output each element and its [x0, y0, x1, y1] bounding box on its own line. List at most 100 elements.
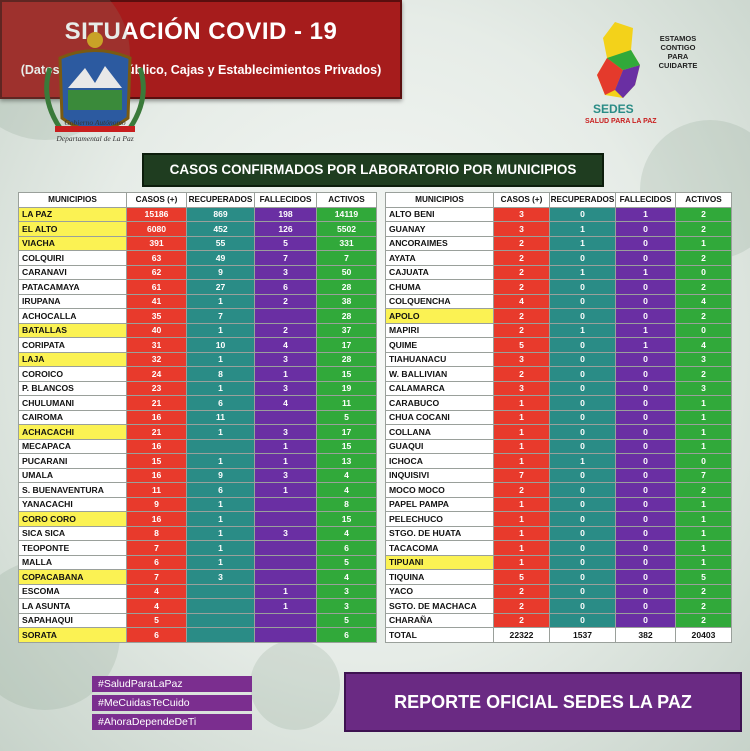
- municipality-name: QUIME: [385, 337, 494, 353]
- recovered-value: 0: [549, 250, 616, 266]
- table-row: STGO. DE HUATA 1 0 0 1: [385, 525, 732, 541]
- table-row: CARABUCO 1 0 0 1: [385, 395, 732, 411]
- table-row: CAIROMA 16 11 5: [18, 409, 377, 425]
- municipality-name: ACHACACHI: [18, 424, 127, 440]
- deceased-value: 0: [615, 308, 676, 324]
- recovered-value: 0: [549, 438, 616, 454]
- municipality-name: CAJUATA: [385, 264, 494, 280]
- recovered-value: 869: [186, 206, 255, 222]
- active-value: 331: [316, 235, 377, 251]
- recovered-value: 3: [186, 569, 255, 585]
- cases-value: 16: [126, 409, 187, 425]
- deceased-value: 0: [615, 525, 676, 541]
- brand-name: SEDES: [593, 102, 634, 116]
- municipality-name: COLLANA: [385, 424, 494, 440]
- sedes-logo: ESTAMOS CONTIGO PARA CUIDARTE SEDES SALU…: [585, 20, 705, 140]
- deceased-value: 0: [615, 540, 676, 556]
- deceased-value: 6: [254, 279, 317, 295]
- cases-value: 40: [126, 322, 187, 338]
- active-value: 6: [316, 540, 377, 556]
- deceased-value: 3: [254, 351, 317, 367]
- header-casos: CASOS (+): [493, 192, 550, 208]
- recovered-value: 1: [549, 264, 616, 280]
- active-value: 1: [675, 409, 732, 425]
- cases-value: 1: [493, 409, 550, 425]
- deceased-value: 0: [615, 380, 676, 396]
- recovered-value: 10: [186, 337, 255, 353]
- cases-value: 62: [126, 264, 187, 280]
- table-row: ALTO BENI 3 0 1 2: [385, 206, 732, 222]
- active-value: 19: [316, 380, 377, 396]
- active-value: 2: [675, 612, 732, 628]
- table-row: PATACAMAYA 61 27 6 28: [18, 279, 377, 295]
- left-municipality-table: MUNICIPIOS CASOS (+) RECUPERADOS FALLECI…: [18, 192, 377, 643]
- table-row: ICHOCA 1 1 0 0: [385, 453, 732, 469]
- recovered-value: 0: [549, 409, 616, 425]
- municipality-name: PUCARANI: [18, 453, 127, 469]
- table-row: TIQUINA 5 0 0 5: [385, 569, 732, 585]
- brand-subtitle: SALUD PARA LA PAZ: [585, 118, 657, 125]
- cases-value: 11: [126, 482, 187, 498]
- deceased-value: 1: [254, 583, 317, 599]
- active-value: 6: [316, 627, 377, 643]
- recovered-value: 0: [549, 351, 616, 367]
- municipality-name: TIAHUANACU: [385, 351, 494, 367]
- cases-value: 6080: [126, 221, 187, 237]
- municipality-name: VIACHA: [18, 235, 127, 251]
- table-row: ACHACACHI 21 1 3 17: [18, 424, 377, 440]
- total-label: TOTAL: [385, 627, 494, 643]
- header-activos: ACTIVOS: [675, 192, 732, 208]
- recovered-value: 0: [549, 279, 616, 295]
- recovered-value: 1: [186, 351, 255, 367]
- deceased-value: 2: [254, 322, 317, 338]
- recovered-value: 9: [186, 467, 255, 483]
- recovered-value: 1: [549, 221, 616, 237]
- cases-value: 2: [493, 482, 550, 498]
- municipality-name: PATACAMAYA: [18, 279, 127, 295]
- table-row: TEOPONTE 7 1 6: [18, 540, 377, 556]
- municipality-name: TIQUINA: [385, 569, 494, 585]
- total-deceased: 382: [615, 627, 676, 643]
- table-row: CAJUATA 2 1 1 0: [385, 264, 732, 280]
- municipality-name: CHUA COCANI: [385, 409, 494, 425]
- recovered-value: 0: [549, 206, 616, 222]
- table-row: COPACABANA 7 3 4: [18, 569, 377, 585]
- table-row: CARANAVI 62 9 3 50: [18, 264, 377, 280]
- table-row: GUAQUI 1 0 0 1: [385, 438, 732, 454]
- hashtag-list: #SaludParaLaPaz #MeCuidasTeCuido #AhoraD…: [92, 676, 252, 733]
- recovered-value: 1: [186, 554, 255, 570]
- municipality-name: ACHOCALLA: [18, 308, 127, 324]
- cases-value: 2: [493, 583, 550, 599]
- municipality-name: BATALLAS: [18, 322, 127, 338]
- deceased-value: [254, 511, 317, 527]
- recovered-value: 0: [549, 366, 616, 382]
- deceased-value: 1: [615, 206, 676, 222]
- cases-value: 15186: [126, 206, 187, 222]
- header-recuperados: RECUPERADOS: [549, 192, 616, 208]
- deceased-value: 0: [615, 279, 676, 295]
- recovered-value: 0: [549, 569, 616, 585]
- recovered-value: 1: [186, 424, 255, 440]
- active-value: 0: [675, 453, 732, 469]
- table-row: TACACOMA 1 0 0 1: [385, 540, 732, 556]
- table-row: YACO 2 0 0 2: [385, 583, 732, 599]
- active-value: 28: [316, 279, 377, 295]
- cases-value: 3: [493, 380, 550, 396]
- cases-value: 15: [126, 453, 187, 469]
- deceased-value: 0: [615, 612, 676, 628]
- recovered-value: 0: [549, 424, 616, 440]
- recovered-value: 1: [549, 235, 616, 251]
- deceased-value: 1: [254, 598, 317, 614]
- cases-value: 35: [126, 308, 187, 324]
- deceased-value: [254, 409, 317, 425]
- recovered-value: 0: [549, 554, 616, 570]
- deceased-value: 0: [615, 424, 676, 440]
- deceased-value: 0: [615, 453, 676, 469]
- deceased-value: 1: [254, 453, 317, 469]
- cases-value: 32: [126, 351, 187, 367]
- municipality-name: LA PAZ: [18, 206, 127, 222]
- active-value: 4: [675, 293, 732, 309]
- recovered-value: [186, 612, 255, 628]
- deceased-value: 1: [254, 438, 317, 454]
